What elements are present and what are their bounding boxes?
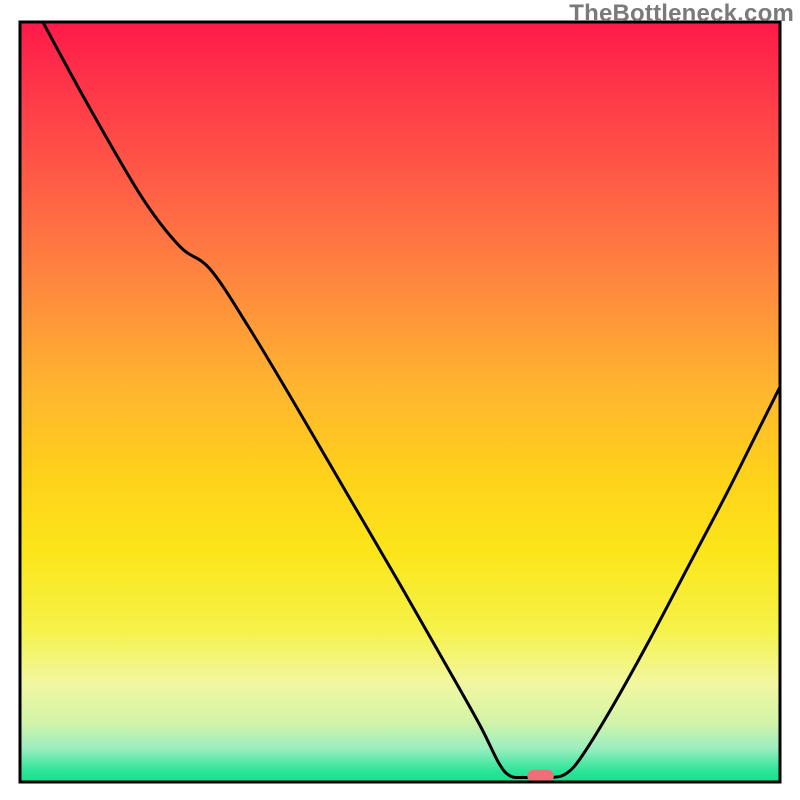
chart-canvas: TheBottleneck.com [0,0,800,800]
optimal-marker [527,770,554,782]
chart-background [20,22,780,782]
chart-svg [0,0,800,800]
watermark-text: TheBottleneck.com [569,0,794,28]
